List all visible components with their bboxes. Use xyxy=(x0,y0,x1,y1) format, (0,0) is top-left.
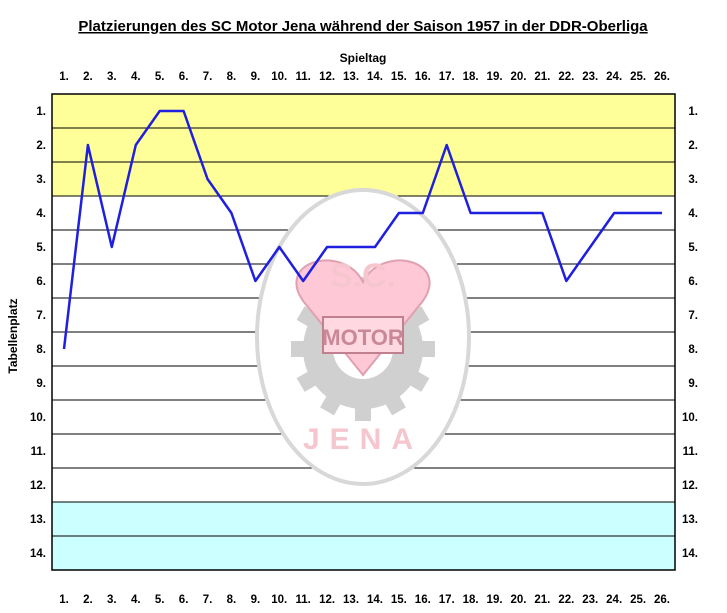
y-tick-right: 9. xyxy=(688,378,698,390)
x-tick-bottom: 7. xyxy=(203,594,213,606)
tick-labels: 1. 1. 2. 2. 3. 3. 4. 4. 5. 5. 6. 6. 7. 7. 8. 8. 9. 9. 10. 1… xyxy=(30,71,698,606)
plot-border xyxy=(51,93,676,571)
x-tick-bottom: 5. xyxy=(155,594,165,606)
y-tick-right: 12. xyxy=(682,480,698,492)
logo-text-jena: JENA xyxy=(303,423,423,456)
series-layer xyxy=(62,109,663,350)
x-tick-bottom: 3. xyxy=(107,594,117,606)
x-tick-bottom: 20. xyxy=(510,594,526,606)
y-tick-right: 14. xyxy=(682,548,698,560)
x-tick-bottom: 11. xyxy=(296,594,311,606)
x-tick-top: 19. xyxy=(487,71,503,83)
x-tick-bottom: 19. xyxy=(487,594,503,606)
y-tick-right: 4. xyxy=(688,208,698,220)
x-tick-top: 7. xyxy=(203,71,213,83)
x-tick-bottom: 16. xyxy=(415,594,431,606)
x-tick-top: 10. xyxy=(271,71,287,83)
x-tick-top: 11. xyxy=(296,71,311,83)
y-tick-left: 1. xyxy=(36,106,46,118)
y-tick-left: 6. xyxy=(36,276,46,288)
y-tick-left: 2. xyxy=(36,140,46,152)
x-tick-bottom: 4. xyxy=(131,594,141,606)
x-tick-top: 21. xyxy=(534,71,550,83)
y-tick-right: 10. xyxy=(682,412,698,424)
x-tick-bottom: 25. xyxy=(630,594,646,606)
x-tick-bottom: 15. xyxy=(391,594,407,606)
x-tick-top: 6. xyxy=(179,71,189,83)
y-tick-left: 12. xyxy=(30,480,46,492)
x-tick-bottom: 17. xyxy=(439,594,455,606)
x-axis-label: Spieltag xyxy=(340,51,387,65)
x-tick-bottom: 21. xyxy=(534,594,550,606)
x-tick-bottom: 18. xyxy=(463,594,479,606)
x-tick-top: 3. xyxy=(107,71,117,83)
y-tick-right: 2. xyxy=(688,140,698,152)
y-tick-left: 8. xyxy=(36,344,46,356)
logo-text-motor: MOTOR xyxy=(322,325,404,350)
logo-text-sc: S.C. xyxy=(330,257,396,295)
plot-frame xyxy=(51,93,676,571)
x-tick-top: 4. xyxy=(131,71,141,83)
x-tick-bottom: 26. xyxy=(654,594,670,606)
y-tick-right: 6. xyxy=(688,276,698,288)
x-tick-bottom: 10. xyxy=(271,594,287,606)
series-line-1 xyxy=(62,109,662,350)
y-tick-left: 5. xyxy=(36,242,46,254)
x-tick-bottom: 2. xyxy=(83,594,93,606)
x-tick-bottom: 23. xyxy=(582,594,598,606)
y-tick-left: 13. xyxy=(30,514,46,526)
x-tick-top: 13. xyxy=(343,71,359,83)
x-tick-top: 16. xyxy=(415,71,431,83)
x-tick-top: 25. xyxy=(630,71,646,83)
x-tick-top: 20. xyxy=(510,71,526,83)
y-tick-right: 5. xyxy=(688,242,698,254)
x-tick-top: 24. xyxy=(606,71,622,83)
x-tick-top: 9. xyxy=(251,71,261,83)
x-tick-bottom: 22. xyxy=(558,594,574,606)
chart-title: Platzierungen des SC Motor Jena während … xyxy=(78,18,648,35)
y-tick-right: 13. xyxy=(682,514,698,526)
x-tick-top: 22. xyxy=(558,71,574,83)
y-tick-right: 7. xyxy=(688,310,698,322)
y-tick-right: 11. xyxy=(683,446,698,458)
y-tick-right: 1. xyxy=(688,106,698,118)
y-axis-label: Tabellenplatz xyxy=(6,298,20,373)
x-tick-bottom: 1. xyxy=(59,594,69,606)
y-tick-left: 3. xyxy=(36,174,46,186)
y-tick-left: 14. xyxy=(30,548,46,560)
x-tick-top: 5. xyxy=(155,71,165,83)
x-tick-top: 15. xyxy=(391,71,407,83)
y-tick-left: 9. xyxy=(36,378,46,390)
y-tick-left: 4. xyxy=(36,208,46,220)
x-tick-top: 12. xyxy=(319,71,335,83)
y-tick-right: 3. xyxy=(688,174,698,186)
y-tick-left: 11. xyxy=(31,446,46,458)
x-tick-top: 2. xyxy=(83,71,93,83)
x-tick-top: 23. xyxy=(582,71,598,83)
x-tick-bottom: 24. xyxy=(606,594,622,606)
y-tick-left: 10. xyxy=(30,412,46,424)
logo-motor-box xyxy=(322,316,404,354)
x-tick-bottom: 13. xyxy=(343,594,359,606)
x-tick-top: 17. xyxy=(439,71,455,83)
y-tick-right: 8. xyxy=(688,344,698,356)
x-tick-top: 26. xyxy=(654,71,670,83)
x-tick-bottom: 8. xyxy=(227,594,237,606)
x-tick-bottom: 6. xyxy=(179,594,189,606)
sc-motor-jena-logo: S.C. MOTOR JENA xyxy=(255,188,471,486)
band-1 xyxy=(52,94,675,196)
x-tick-bottom: 14. xyxy=(367,594,383,606)
x-tick-bottom: 9. xyxy=(251,594,261,606)
y-tick-left: 7. xyxy=(36,310,46,322)
x-tick-bottom: 12. xyxy=(319,594,335,606)
x-tick-top: 14. xyxy=(367,71,383,83)
x-tick-top: 18. xyxy=(463,71,479,83)
x-tick-top: 8. xyxy=(227,71,237,83)
x-tick-top: 1. xyxy=(59,71,69,83)
